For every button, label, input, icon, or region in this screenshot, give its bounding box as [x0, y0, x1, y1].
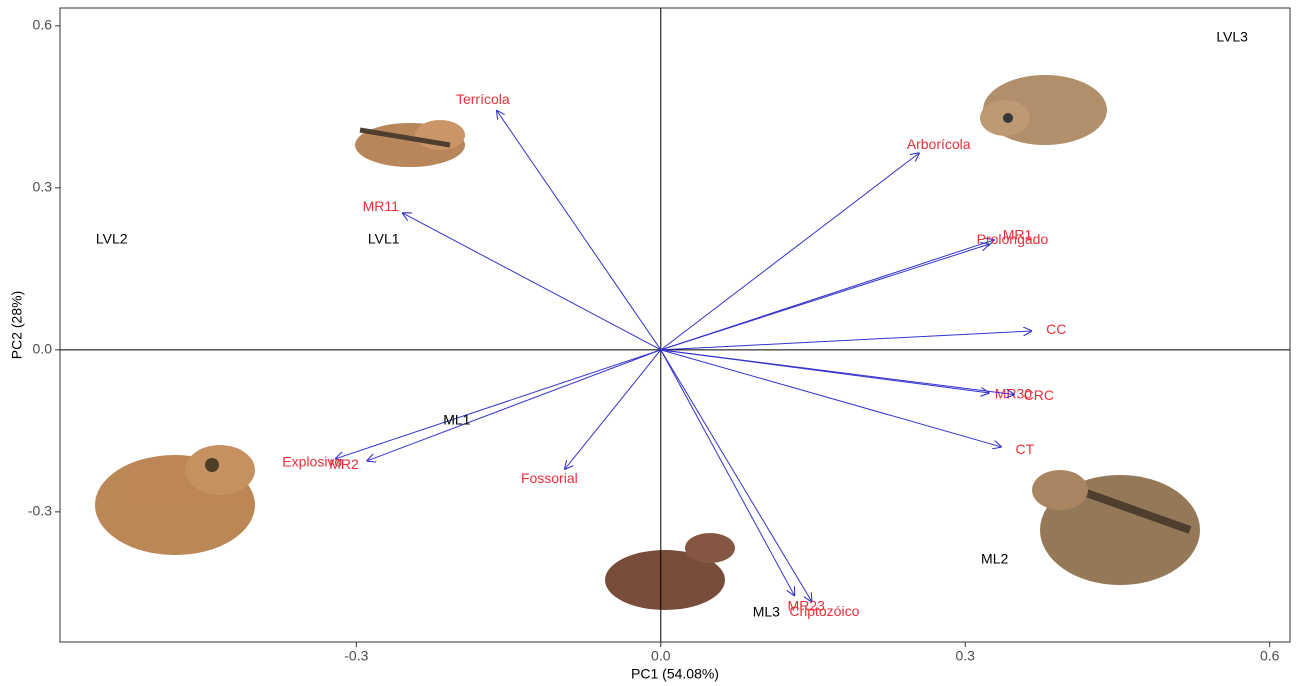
loading-arrow	[496, 110, 660, 350]
loading-label: Fossorial	[521, 470, 578, 486]
loading-label: MR11	[363, 198, 400, 214]
loading-label: MR23	[788, 597, 826, 613]
page: {"chart_data": { "type": "biplot", "x_la…	[0, 0, 1300, 686]
group-label: ML2	[981, 551, 1008, 567]
group-label: LVL2	[96, 230, 128, 246]
x-tick-label: 0.3	[956, 648, 976, 664]
chart: PC1 (54.08%) PC2 (28%) -0.3 0.0 0.3 0.6 -0.3…	[0, 0, 1300, 686]
loading-arrow	[661, 244, 990, 350]
x-tick-label: 0.0	[651, 648, 671, 664]
loading-label: Arborícola	[907, 136, 971, 152]
x-tick-label: 0.6	[1260, 648, 1280, 664]
loading-arrow	[661, 350, 1002, 447]
loading-arrow	[661, 153, 920, 350]
x-axis-label: PC1 (54.08%)	[631, 666, 719, 682]
loading-arrow	[661, 350, 1015, 395]
y-tick-label: 0.6	[33, 17, 53, 33]
frog-photo	[980, 75, 1107, 145]
loading-label: Prolongado	[977, 231, 1049, 247]
loading-label: CC	[1046, 321, 1066, 337]
group-label: ML1	[443, 411, 470, 427]
y-tick-label: -0.3	[28, 503, 52, 519]
loading-arrow	[402, 213, 661, 350]
loading-label: Terrícola	[456, 91, 510, 107]
y-tick-label: 0.3	[33, 179, 53, 195]
y-tick-label: 0.0	[33, 341, 53, 357]
frog-photo	[605, 533, 735, 610]
loading-label: CT	[1016, 441, 1035, 457]
group-label: LVL1	[368, 230, 400, 246]
frog-photo	[95, 445, 255, 555]
frog-photo	[355, 120, 465, 167]
loading-arrow	[335, 350, 661, 459]
group-label: ML3	[753, 604, 780, 620]
x-tick-label: -0.3	[344, 648, 368, 664]
loading-arrow	[661, 331, 1032, 350]
y-axis-label: PC2 (28%)	[9, 291, 25, 359]
loading-label: CRC	[1024, 387, 1054, 403]
loading-label: MR2	[329, 456, 359, 472]
group-label: LVL3	[1216, 28, 1248, 44]
frog-photo	[1032, 470, 1200, 585]
